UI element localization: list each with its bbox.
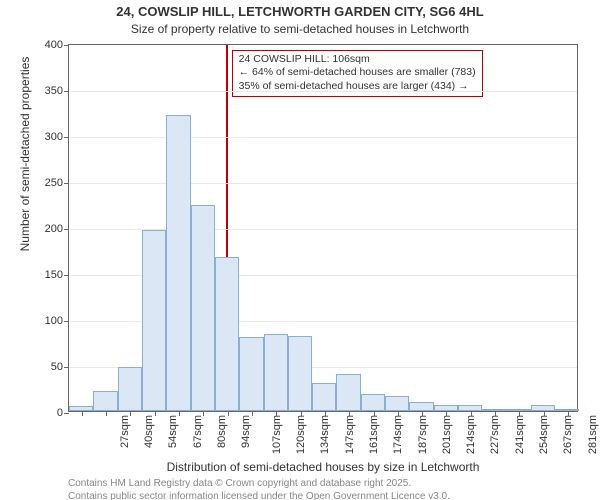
plot-area: 24 COWSLIP HILL: 106sqm ← 64% of semi-de… bbox=[68, 44, 578, 412]
x-tick-mark bbox=[568, 411, 569, 416]
x-tick-label: 67sqm bbox=[192, 415, 204, 448]
attribution-line-1: Contains HM Land Registry data © Crown c… bbox=[68, 478, 450, 491]
y-tick-label: 200 bbox=[45, 223, 69, 235]
gridline bbox=[69, 183, 577, 184]
x-tick-label: 27sqm bbox=[119, 415, 131, 448]
y-tick-label: 100 bbox=[45, 315, 69, 327]
chart-container: 24, COWSLIP HILL, LETCHWORTH GARDEN CITY… bbox=[0, 0, 600, 500]
x-tick-label: 120sqm bbox=[295, 415, 307, 454]
chart-subtitle: Size of property relative to semi-detach… bbox=[0, 22, 600, 36]
x-tick-label: 147sqm bbox=[344, 415, 356, 454]
x-tick-label: 54sqm bbox=[167, 415, 179, 448]
x-tick-label: 281sqm bbox=[587, 415, 599, 454]
x-tick-mark bbox=[544, 411, 545, 416]
x-tick-mark bbox=[495, 411, 496, 416]
x-tick-label: 227sqm bbox=[490, 415, 502, 454]
x-tick-mark bbox=[325, 411, 326, 416]
x-tick-mark bbox=[301, 411, 302, 416]
histogram-bar bbox=[118, 367, 142, 411]
histogram-bar bbox=[312, 383, 336, 411]
histogram-bar bbox=[239, 337, 263, 411]
x-tick-label: 80sqm bbox=[216, 415, 228, 448]
gridline bbox=[69, 137, 577, 138]
annotation-text-1: 24 COWSLIP HILL: 106sqm bbox=[239, 53, 476, 67]
histogram-bar bbox=[409, 402, 433, 411]
x-tick-label: 40sqm bbox=[143, 415, 155, 448]
x-tick-mark bbox=[349, 411, 350, 416]
y-tick-label: 250 bbox=[45, 177, 69, 189]
attribution-text: Contains HM Land Registry data © Crown c… bbox=[68, 478, 450, 500]
x-tick-label: 94sqm bbox=[240, 415, 252, 448]
x-tick-label: 267sqm bbox=[563, 415, 575, 454]
y-tick-label: 350 bbox=[45, 85, 69, 97]
x-tick-mark bbox=[106, 411, 107, 416]
y-tick-label: 50 bbox=[51, 361, 69, 373]
histogram-bar bbox=[264, 334, 288, 411]
x-tick-label: 201sqm bbox=[441, 415, 453, 454]
histogram-bar bbox=[191, 205, 215, 411]
x-axis-label: Distribution of semi-detached houses by … bbox=[68, 460, 578, 474]
x-tick-label: 161sqm bbox=[368, 415, 380, 454]
histogram-bar bbox=[166, 115, 190, 411]
x-tick-mark bbox=[82, 411, 83, 416]
histogram-bar bbox=[361, 394, 385, 411]
x-tick-mark bbox=[398, 411, 399, 416]
x-tick-mark bbox=[252, 411, 253, 416]
histogram-bar bbox=[215, 257, 239, 411]
x-tick-label: 134sqm bbox=[319, 415, 331, 454]
histogram-bar bbox=[385, 396, 409, 411]
x-tick-mark bbox=[276, 411, 277, 416]
x-tick-mark bbox=[228, 411, 229, 416]
x-tick-mark bbox=[179, 411, 180, 416]
x-tick-mark bbox=[155, 411, 156, 416]
x-tick-label: 107sqm bbox=[271, 415, 283, 454]
x-tick-mark bbox=[422, 411, 423, 416]
x-tick-label: 214sqm bbox=[465, 415, 477, 454]
y-tick-label: 300 bbox=[45, 131, 69, 143]
gridline bbox=[69, 91, 577, 92]
y-tick-label: 0 bbox=[57, 407, 69, 419]
x-tick-mark bbox=[471, 411, 472, 416]
histogram-bar bbox=[142, 230, 166, 411]
annotation-box: 24 COWSLIP HILL: 106sqm ← 64% of semi-de… bbox=[232, 50, 483, 97]
attribution-line-2: Contains public sector information licen… bbox=[68, 491, 450, 500]
x-tick-mark bbox=[374, 411, 375, 416]
x-tick-label: 241sqm bbox=[514, 415, 526, 454]
y-tick-label: 150 bbox=[45, 269, 69, 281]
x-tick-label: 254sqm bbox=[538, 415, 550, 454]
x-tick-mark bbox=[130, 411, 131, 416]
x-tick-label: 187sqm bbox=[417, 415, 429, 454]
x-tick-mark bbox=[519, 411, 520, 416]
histogram-bar bbox=[93, 391, 117, 411]
y-axis-label: Number of semi-detached properties bbox=[18, 0, 32, 338]
x-tick-mark bbox=[203, 411, 204, 416]
x-tick-label: 174sqm bbox=[392, 415, 404, 454]
annotation-text-2: ← 64% of semi-detached houses are smalle… bbox=[239, 66, 476, 80]
chart-title: 24, COWSLIP HILL, LETCHWORTH GARDEN CITY… bbox=[0, 4, 600, 19]
x-tick-mark bbox=[446, 411, 447, 416]
histogram-bar bbox=[336, 374, 360, 411]
y-tick-label: 400 bbox=[45, 39, 69, 51]
histogram-bar bbox=[288, 336, 312, 411]
